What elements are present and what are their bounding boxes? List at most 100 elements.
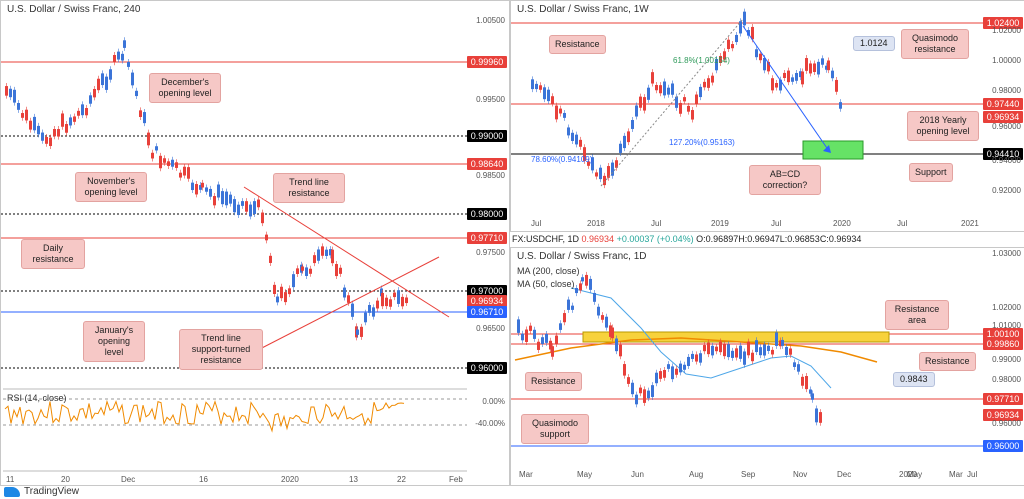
tradingview-icon [4, 486, 20, 497]
candle-body [533, 329, 536, 339]
candle-body [643, 97, 646, 111]
x-tick-3: 16 [199, 475, 208, 484]
candle-body [707, 342, 710, 355]
x-tick-1: 20 [61, 475, 70, 484]
candle-body [675, 368, 678, 375]
candle-body [397, 290, 400, 304]
x-tick-1: 2018 [587, 219, 605, 228]
candle-body [233, 199, 236, 213]
candle-body [647, 390, 650, 399]
candle-body [171, 159, 174, 167]
candle-body [305, 267, 308, 276]
candle-body [663, 81, 666, 96]
candle-body [743, 11, 746, 26]
candle-body [809, 63, 812, 74]
y-tick-3: 0.99000 [992, 355, 1021, 364]
candle-body [571, 132, 574, 141]
x-tick-4: Sep [741, 470, 756, 479]
rsi-line [4, 399, 405, 433]
candle-body [799, 71, 802, 78]
candle-body [587, 161, 590, 166]
x-tick-5: Nov [793, 470, 808, 479]
x-tick-2: Jul [651, 219, 662, 228]
candle-body [217, 184, 220, 198]
candle-body [603, 175, 606, 186]
candle-body [659, 85, 662, 94]
candle-body [57, 129, 60, 137]
candle-body [711, 345, 714, 356]
x-tick-0: 11 [6, 475, 15, 484]
candle-body [671, 366, 674, 380]
candle-body [77, 110, 80, 116]
price-tag-7: 0.96710 [467, 306, 507, 318]
chart-1d[interactable]: U.S. Dollar / Swiss Franc, 1D MA (200, c… [510, 247, 1024, 486]
candle-body [53, 129, 56, 137]
candle-body [815, 408, 818, 423]
candle-body [351, 303, 354, 317]
candle-body [543, 87, 546, 100]
candle-body [13, 89, 16, 103]
candle-body [759, 53, 762, 61]
candle-body [131, 72, 134, 86]
candle-body [539, 85, 542, 90]
candle-body [631, 120, 634, 129]
price-tag-8: 0.96000 [467, 362, 507, 374]
y-tick-1: 1.02000 [992, 303, 1021, 312]
y-tick-4: 0.96500 [476, 324, 505, 333]
x-tick-5: 13 [349, 475, 358, 484]
candle-body [225, 191, 228, 206]
candle-body [213, 196, 216, 206]
candle-body [575, 288, 578, 294]
candle-body [599, 167, 602, 180]
candle-body [619, 344, 622, 357]
candle-body [163, 158, 166, 163]
candle-body [33, 116, 36, 131]
candle-body [284, 292, 287, 303]
candle-body [541, 337, 544, 344]
fib-dotted-line [600, 18, 744, 187]
callout-november-open: November's opening level [75, 172, 147, 202]
symbol-infobar: FX:USDCHF, 1D 0.96934 +0.00037 (+0.04%) … [512, 234, 862, 244]
candle-body [771, 349, 774, 355]
candle-body [719, 55, 722, 63]
candle-body [743, 351, 746, 365]
candle-body [597, 306, 600, 316]
candle-body [389, 299, 392, 307]
candle-body [555, 335, 558, 345]
candle-body [839, 102, 842, 109]
candle-body [551, 96, 554, 104]
candle-body [571, 305, 574, 310]
candle-body [793, 362, 796, 367]
candle-body [783, 72, 786, 79]
candle-body [175, 162, 178, 168]
candle-body [821, 58, 824, 65]
candle-body [5, 86, 8, 96]
candle-body [97, 78, 100, 91]
candle-body [779, 79, 782, 91]
x-tick-3: 2019 [711, 219, 729, 228]
candle-body [61, 113, 64, 127]
candle-body [537, 341, 540, 350]
tradingview-logo[interactable]: TradingView [4, 486, 79, 497]
x-tick-5: 2020 [833, 219, 851, 228]
x-tick-7: Feb [449, 475, 463, 484]
candle-body [751, 352, 754, 362]
candle-body [801, 376, 804, 386]
candle-body [37, 125, 40, 135]
candle-body [691, 110, 694, 120]
y-tick-5: 0.92000 [992, 186, 1021, 195]
candle-body [265, 234, 268, 241]
candle-body [579, 283, 582, 291]
chart-1w[interactable]: U.S. Dollar / Swiss Franc, 1W 61.8%(1.00… [510, 0, 1024, 232]
candle-body [699, 86, 702, 98]
ma-200-label: MA (200, close) [517, 266, 580, 276]
chart-4h[interactable]: U.S. Dollar / Swiss Franc, 240 December'… [0, 0, 510, 486]
candle-body [85, 108, 88, 116]
candle-body [679, 102, 682, 114]
candle-body [825, 65, 828, 70]
price-tag-0: 0.99960 [467, 56, 507, 68]
candle-body [329, 249, 332, 256]
x-tick-2: Jun [631, 470, 644, 479]
x-tick-1: May [577, 470, 593, 479]
candle-body [41, 132, 44, 141]
